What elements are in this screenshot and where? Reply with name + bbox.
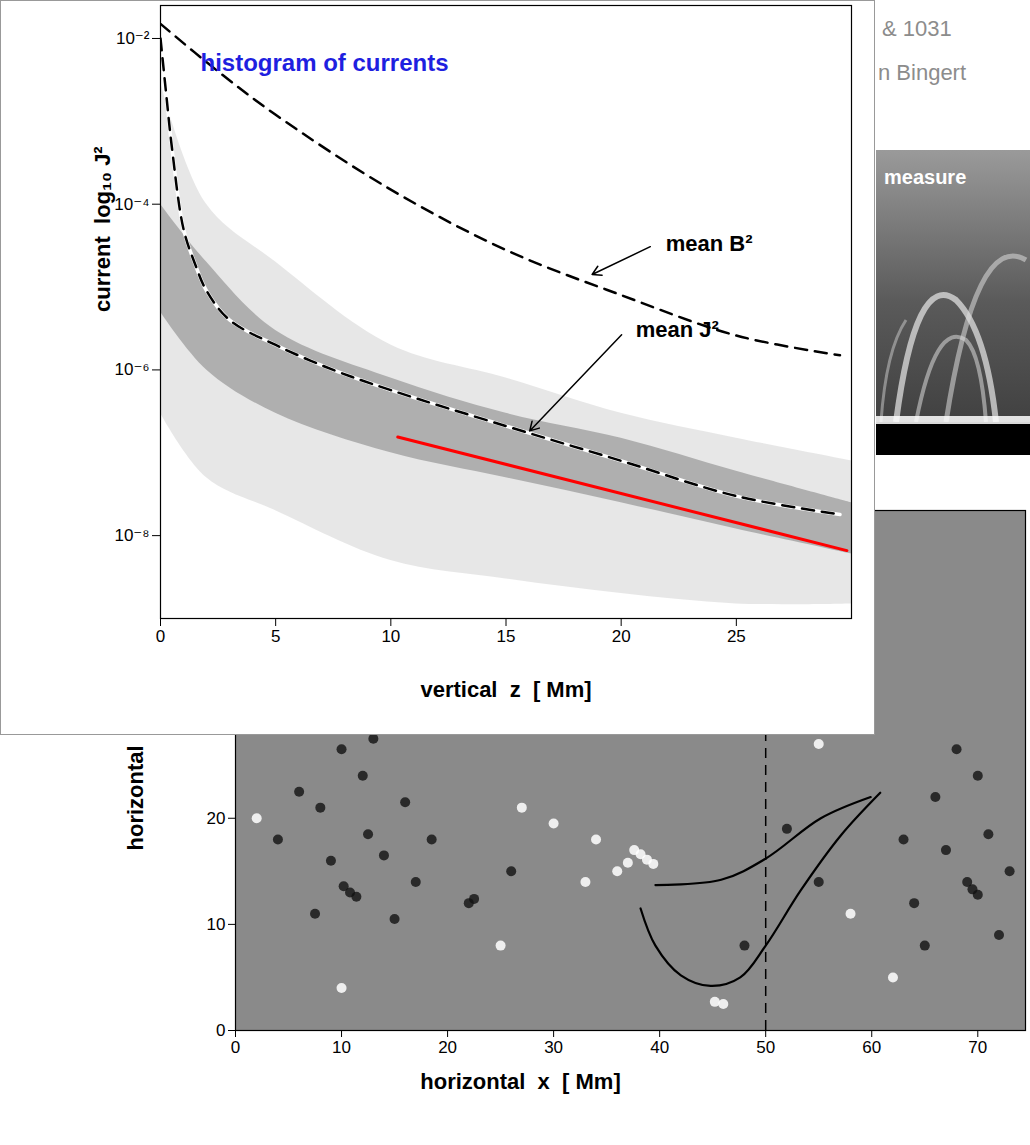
html-text:& 1031: & 1031 bbox=[882, 16, 952, 41]
svg-text:20: 20 bbox=[438, 1038, 457, 1057]
svg-text:0: 0 bbox=[231, 1038, 240, 1057]
svg-text:25: 25 bbox=[727, 627, 746, 646]
svg-text:mean J²: mean J² bbox=[636, 317, 719, 342]
svg-text:10⁻⁸: 10⁻⁸ bbox=[114, 526, 149, 545]
svg-text:measure: measure bbox=[884, 166, 966, 188]
svg-text:mean B²: mean B² bbox=[666, 231, 753, 256]
svg-text:10⁻⁴: 10⁻⁴ bbox=[114, 195, 149, 214]
svg-text:15: 15 bbox=[497, 627, 516, 646]
svg-text:10: 10 bbox=[332, 1038, 351, 1057]
svg-text:horizontal y: horizontal y bbox=[123, 720, 148, 850]
svg-text:5: 5 bbox=[271, 627, 280, 646]
svg-text:horizontal x [ Mm]: horizontal x [ Mm] bbox=[420, 1069, 620, 1094]
svg-text:30: 30 bbox=[544, 1038, 563, 1057]
svg-text:10: 10 bbox=[381, 627, 400, 646]
svg-text:70: 70 bbox=[968, 1038, 987, 1057]
svg-text:histogram of currents: histogram of currents bbox=[201, 49, 449, 76]
svg-text:10⁻⁶: 10⁻⁶ bbox=[115, 360, 150, 379]
svg-text:current log₁₀ J²: current log₁₀ J² bbox=[90, 146, 115, 312]
svg-text:40: 40 bbox=[650, 1038, 669, 1057]
svg-text:60: 60 bbox=[862, 1038, 881, 1057]
svg-text:10: 10 bbox=[207, 915, 226, 934]
svg-text:20: 20 bbox=[612, 627, 631, 646]
html-text:n Bingert: n Bingert bbox=[878, 60, 967, 85]
svg-text:vertical z [ Mm]: vertical z [ Mm] bbox=[420, 677, 591, 702]
svg-text:0: 0 bbox=[216, 1021, 225, 1040]
svg-text:20: 20 bbox=[207, 809, 226, 828]
svg-text:50: 50 bbox=[756, 1038, 775, 1057]
svg-text:10⁻²: 10⁻² bbox=[116, 29, 150, 48]
svg-text:0: 0 bbox=[156, 627, 165, 646]
